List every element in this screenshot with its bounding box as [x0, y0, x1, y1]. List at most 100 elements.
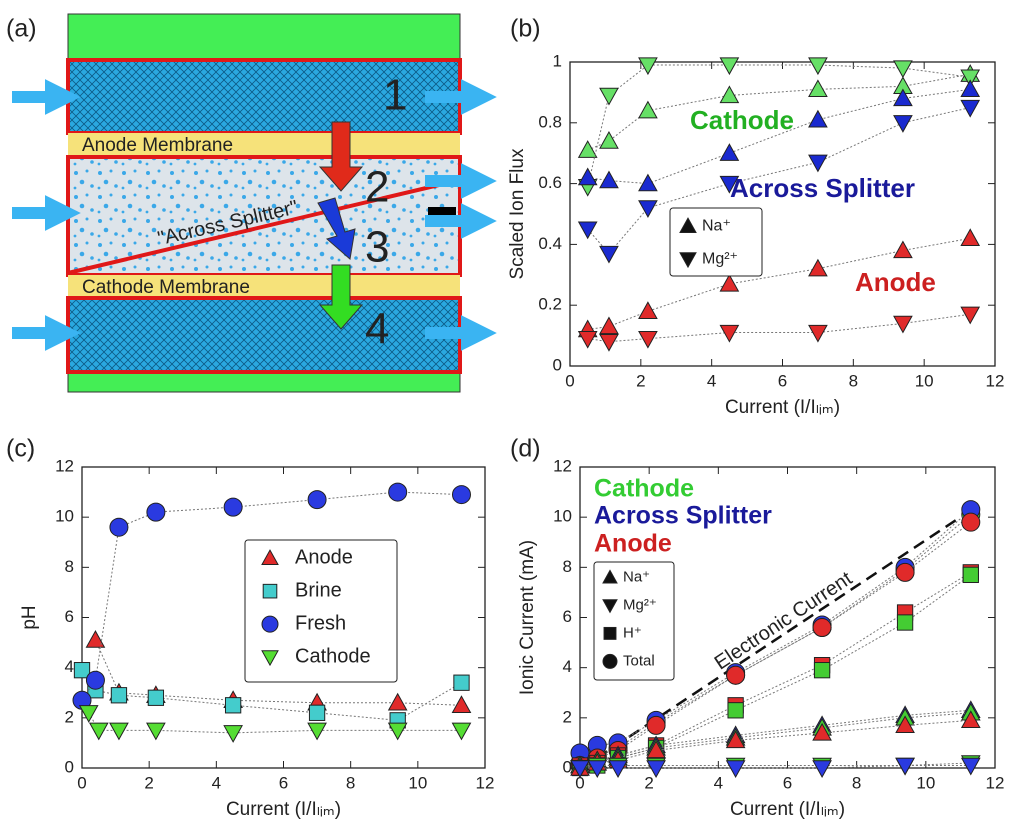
marker: [962, 758, 980, 774]
x-tick-label: 6: [778, 371, 787, 390]
legend-label: Fresh: [295, 612, 346, 634]
legend-marker: [604, 627, 616, 639]
y-tick-label: 0: [553, 355, 562, 374]
y-tick-label: 1: [553, 51, 562, 70]
marker: [389, 483, 407, 501]
marker: [809, 111, 827, 127]
x-tick-label: 6: [783, 773, 792, 792]
marker: [809, 58, 827, 74]
x-tick-label: 2: [144, 773, 153, 792]
y-tick-label: 0.4: [538, 234, 562, 253]
marker: [452, 696, 470, 712]
marker: [809, 80, 827, 96]
x-tick-label: 12: [476, 773, 495, 792]
marker: [111, 688, 126, 703]
x-tick-label: 0: [77, 773, 86, 792]
annotation: Cathode: [594, 475, 694, 503]
legend-marker: [262, 616, 278, 632]
marker: [727, 666, 745, 684]
membrane-label: Cathode Membrane: [82, 277, 250, 298]
compartment-number: 3: [365, 223, 389, 272]
marker: [961, 80, 979, 96]
annotation: Across Splitter: [594, 502, 772, 530]
panel-label: (a): [6, 15, 37, 43]
marker: [639, 331, 657, 347]
marker: [896, 758, 914, 774]
x-tick-label: 10: [916, 773, 935, 792]
marker: [813, 761, 831, 777]
marker: [809, 155, 827, 171]
y-tick-label: 2: [563, 707, 572, 726]
y-tick-label: 10: [55, 507, 74, 526]
y-axis-label: Scaled Ion Flux: [507, 148, 528, 279]
y-tick-label: 0: [65, 757, 74, 776]
x-tick-label: 6: [279, 773, 288, 792]
series-line: [588, 89, 971, 183]
marker: [224, 498, 242, 516]
marker: [720, 58, 738, 74]
marker: [720, 325, 738, 341]
x-tick-label: 10: [408, 773, 427, 792]
y-tick-label: 4: [65, 657, 74, 676]
legend-label: Cathode: [295, 645, 371, 667]
y-tick-label: 12: [553, 456, 572, 475]
marker: [962, 513, 980, 531]
marker: [389, 694, 407, 710]
marker: [308, 491, 326, 509]
marker: [579, 169, 597, 185]
compartment-number: 1: [383, 71, 407, 120]
legend-label: Mg²⁺: [623, 596, 657, 613]
x-tick-label: 4: [714, 773, 723, 792]
marker: [809, 325, 827, 341]
marker: [452, 486, 470, 504]
marker: [813, 619, 831, 637]
marker: [579, 141, 597, 157]
legend-label: Anode: [295, 546, 353, 568]
y-tick-label: 6: [65, 607, 74, 626]
y-tick-label: 0.8: [538, 112, 562, 131]
y-tick-label: 6: [563, 607, 572, 626]
marker: [728, 703, 743, 718]
electrode: [68, 372, 460, 392]
x-tick-label: 4: [707, 371, 716, 390]
legend-label: Brine: [295, 579, 342, 601]
marker: [110, 723, 128, 739]
diagram: Anode Membrane Cathode Membrane 1 2 3 4 …: [12, 14, 468, 392]
marker: [600, 172, 618, 188]
electrode: [68, 14, 460, 60]
x-tick-label: 12: [986, 773, 1005, 792]
x-tick-label: 2: [636, 371, 645, 390]
marker: [963, 567, 978, 582]
y-axis-label: pH: [19, 605, 40, 629]
reference-label: Electronic Current: [711, 567, 857, 674]
marker: [961, 100, 979, 116]
annotation: Anode: [855, 267, 936, 297]
y-tick-label: 8: [65, 557, 74, 576]
compartment-number: 4: [365, 305, 389, 354]
annotation: Cathode: [690, 105, 794, 135]
x-tick-label: 0: [565, 371, 574, 390]
marker: [110, 518, 128, 536]
marker: [639, 102, 657, 118]
marker: [609, 761, 627, 777]
x-axis-label: Current (I/Iₗᵢₘ): [730, 799, 845, 820]
x-tick-label: 8: [849, 371, 858, 390]
annotation: Anode: [594, 530, 672, 558]
marker: [600, 132, 618, 148]
compartment: [68, 298, 460, 372]
marker: [894, 116, 912, 132]
marker: [600, 334, 618, 350]
marker: [600, 317, 618, 333]
marker: [579, 331, 597, 347]
marker: [647, 716, 665, 734]
marker: [720, 275, 738, 291]
legend-label: H⁺: [623, 624, 642, 641]
marker: [147, 723, 165, 739]
marker: [814, 663, 829, 678]
marker: [961, 229, 979, 245]
y-tick-label: 4: [563, 657, 572, 676]
marker: [639, 302, 657, 318]
x-tick-label: 8: [852, 773, 861, 792]
marker: [639, 201, 657, 217]
marker: [452, 723, 470, 739]
